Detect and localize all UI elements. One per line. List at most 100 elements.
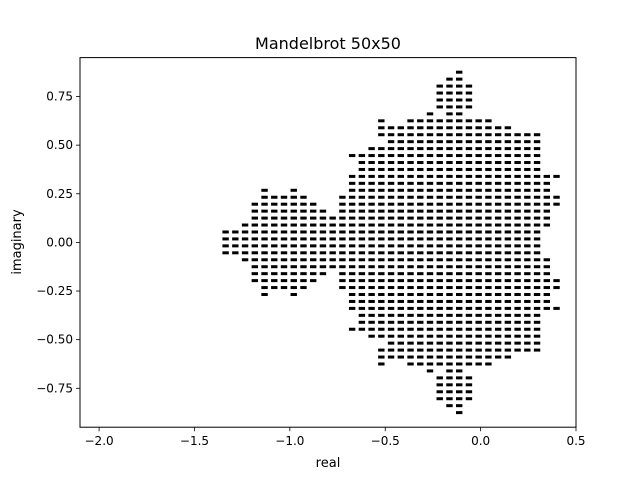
data-point	[504, 258, 512, 262]
data-point	[465, 286, 473, 290]
data-point	[446, 348, 453, 352]
data-point	[426, 299, 434, 303]
data-point	[475, 286, 482, 290]
data-point	[397, 299, 405, 303]
data-point	[436, 327, 443, 331]
data-point	[543, 299, 551, 303]
data-point	[465, 133, 473, 137]
data-point	[436, 293, 443, 297]
data-point	[387, 279, 395, 283]
data-point	[485, 251, 492, 255]
data-point	[446, 286, 453, 290]
data-point	[533, 251, 541, 255]
data-point	[465, 147, 473, 151]
data-point	[280, 251, 288, 255]
data-point	[387, 293, 395, 297]
data-point	[378, 188, 385, 192]
data-point	[465, 105, 473, 109]
data-point	[465, 161, 473, 165]
x-axis-label: real	[316, 456, 341, 471]
data-point	[329, 258, 336, 262]
data-point	[426, 181, 434, 185]
data-point	[514, 237, 521, 241]
data-point	[358, 174, 366, 178]
data-point	[300, 258, 307, 262]
data-point	[465, 362, 473, 366]
data-point	[339, 209, 346, 213]
data-point	[397, 286, 405, 290]
y-tick-label: 0.75	[46, 90, 73, 104]
data-point	[310, 265, 317, 269]
data-point	[251, 265, 259, 269]
data-point	[261, 272, 268, 276]
data-point	[504, 299, 512, 303]
data-point	[494, 320, 502, 324]
data-point	[290, 209, 297, 213]
data-point	[456, 348, 463, 352]
data-point	[524, 334, 531, 338]
data-point	[465, 306, 473, 310]
data-point	[407, 237, 414, 241]
y-tick-label: −0.50	[36, 333, 73, 347]
data-point	[465, 230, 473, 234]
data-point	[387, 272, 395, 276]
data-point	[465, 195, 473, 199]
data-point	[261, 286, 268, 290]
data-point	[533, 202, 541, 206]
data-point	[504, 161, 512, 165]
data-point	[465, 91, 473, 95]
data-point	[426, 334, 434, 338]
data-point	[514, 244, 521, 248]
data-point	[378, 286, 385, 290]
data-point	[533, 223, 541, 227]
data-point	[533, 181, 541, 185]
data-point	[358, 320, 366, 324]
data-point	[417, 237, 424, 241]
data-point	[387, 237, 395, 241]
data-point	[475, 341, 482, 345]
data-point	[514, 133, 521, 137]
data-point	[533, 279, 541, 283]
data-point	[241, 258, 249, 262]
data-point	[387, 188, 395, 192]
data-point	[378, 126, 385, 130]
data-point	[533, 293, 541, 297]
data-point	[465, 265, 473, 269]
data-point	[446, 195, 453, 199]
data-point	[261, 216, 268, 220]
data-point	[222, 237, 229, 241]
data-point	[446, 369, 453, 373]
data-point	[485, 161, 492, 165]
data-point	[397, 147, 405, 151]
data-point	[514, 299, 521, 303]
data-point	[407, 334, 414, 338]
data-point	[533, 188, 541, 192]
data-point	[407, 174, 414, 178]
data-point	[348, 251, 356, 255]
data-point	[514, 202, 521, 206]
data-point	[436, 313, 443, 317]
y-axis-label: imaginary	[10, 209, 25, 275]
data-point	[485, 286, 492, 290]
data-point	[524, 258, 531, 262]
data-point	[456, 70, 463, 74]
data-point	[524, 251, 531, 255]
data-point	[456, 320, 463, 324]
data-point	[290, 258, 297, 262]
data-point	[378, 327, 385, 331]
data-point	[426, 369, 434, 373]
data-point	[494, 133, 502, 137]
data-point	[368, 265, 375, 269]
data-point	[290, 272, 297, 276]
data-point	[251, 244, 259, 248]
data-point	[436, 320, 443, 324]
data-point	[475, 216, 482, 220]
data-point	[407, 202, 414, 206]
data-point	[465, 320, 473, 324]
data-point	[494, 306, 502, 310]
data-point	[485, 313, 492, 317]
data-point	[485, 174, 492, 178]
data-point	[533, 147, 541, 151]
data-point	[290, 279, 297, 283]
data-point	[407, 265, 414, 269]
